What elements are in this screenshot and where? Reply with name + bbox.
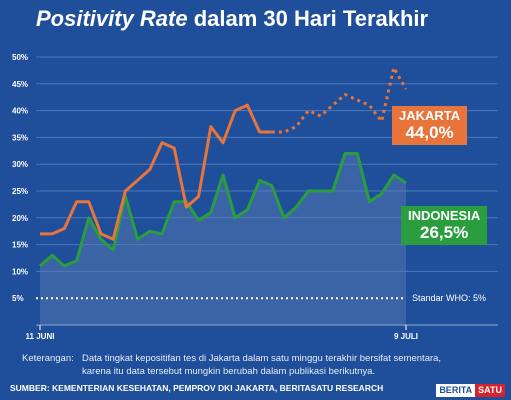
- indonesia-callout-name: INDONESIA: [408, 208, 481, 223]
- chart-title: Positivity Rate dalam 30 Hari Terakhir: [36, 6, 428, 32]
- x-tick-label-end: 9 JULI: [394, 332, 418, 341]
- indonesia-line: [39, 151, 407, 268]
- beritasatu-logo: BERITA SATU: [436, 384, 505, 397]
- jakarta-line-provisional: [271, 66, 408, 134]
- indonesia-callout: INDONESIA 26,5%: [401, 206, 488, 245]
- indonesia-area: [40, 153, 406, 325]
- who-reference-label: Standar WHO: 5%: [412, 293, 486, 303]
- y-tick-label: 40%: [12, 107, 28, 116]
- jakarta-callout: JAKARTA 44,0%: [392, 106, 468, 145]
- x-tick-label-start: 11 JUNI: [26, 332, 55, 341]
- indonesia-callout-value: 26,5%: [420, 223, 469, 242]
- y-tick-label: 50%: [12, 53, 28, 62]
- footnote-label: Keterangan:: [22, 353, 74, 364]
- y-tick-label: 45%: [12, 80, 28, 89]
- logo-text-a: BERITA: [436, 384, 476, 397]
- y-tick-label: 15%: [12, 241, 28, 250]
- logo-text-b: SATU: [475, 384, 505, 397]
- chart-title-emphasis: Positivity Rate: [36, 6, 188, 31]
- y-tick-label: 5%: [12, 294, 24, 303]
- footnote-line-2: karena itu data tersebut mungkin berubah…: [82, 366, 376, 377]
- footnote: Keterangan: Data tingkat kepositifan tes …: [22, 352, 492, 378]
- jakarta-callout-name: JAKARTA: [399, 108, 461, 123]
- jakarta-callout-value: 44,0%: [405, 123, 454, 142]
- y-tick-label: 20%: [12, 214, 28, 223]
- y-tick-label: 25%: [12, 187, 28, 196]
- jakarta-line-solid: [40, 103, 272, 241]
- y-tick-label: 35%: [12, 133, 28, 142]
- y-tick-label: 30%: [12, 160, 28, 169]
- y-tick-label: 10%: [12, 267, 28, 276]
- chart-title-rest: dalam 30 Hari Terakhir: [187, 6, 429, 31]
- footnote-line-1: Data tingkat kepositifan tes di Jakarta …: [82, 353, 442, 364]
- source-text: SUMBER: KEMENTERIAN KESEHATAN, PEMPROV D…: [10, 383, 384, 393]
